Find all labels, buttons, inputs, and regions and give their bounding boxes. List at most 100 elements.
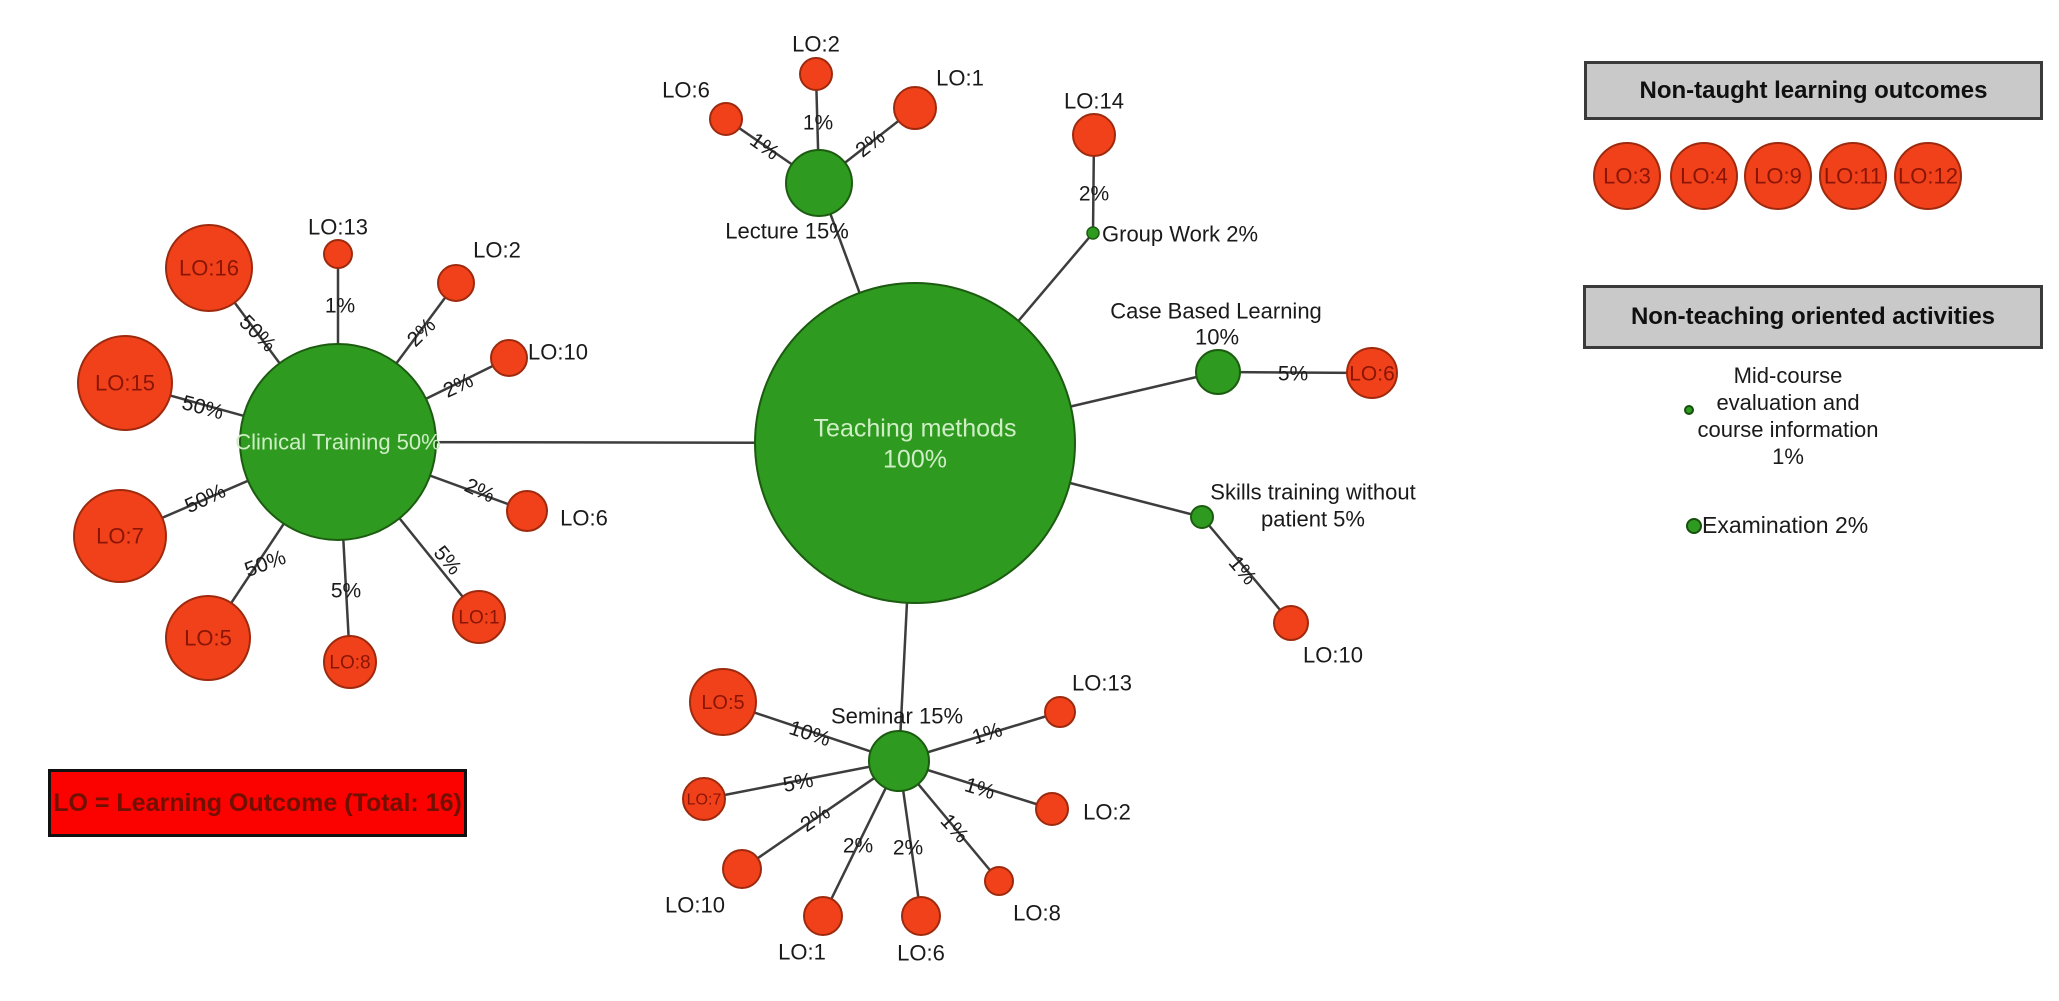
node-label-nt-lo11: LO:11 (1824, 164, 1882, 189)
node-sem-lo10 (722, 849, 762, 889)
node-label-ct-lo8: LO:8 (329, 653, 370, 674)
lo-legend: LO = Learning Outcome (Total: 16) (48, 769, 467, 837)
examination-label: Examination 2% (1702, 512, 1869, 538)
edge-label: 50% (181, 479, 229, 518)
node-sem-lo5 (689, 668, 757, 736)
non-taught-header: Non-taught learning outcomes (1584, 61, 2043, 120)
node-gw-lo14 (1072, 113, 1116, 157)
node-label-clinical-training: Clinical Training 50% (235, 430, 440, 455)
edge-label: 2% (1079, 182, 1109, 205)
clinical-lo6-label: LO:6 (560, 506, 608, 531)
node-nt-lo3 (1593, 142, 1661, 210)
node-lecture (785, 149, 853, 217)
seminar-lo10-label: LO:10 (665, 893, 725, 918)
mid-course-line: evaluation and (1716, 390, 1860, 415)
node-label-ct-lo7: LO:7 (96, 524, 144, 549)
edge-label: 10% (786, 716, 833, 751)
node-ct-lo5 (165, 595, 251, 681)
node-case-based-learning (1195, 349, 1241, 395)
node-lec-lo6 (709, 102, 743, 136)
mid-course-note: Mid-course evaluation and course informati… (1676, 362, 1900, 470)
edge-label: 1% (745, 129, 783, 165)
node-sem-lo1 (803, 896, 843, 936)
edge-label: 1% (325, 294, 355, 317)
skills-lo10-label: LO:10 (1303, 643, 1363, 668)
edge-label: 5% (781, 769, 815, 797)
node-skt-lo10 (1273, 605, 1309, 641)
lecture-lo1-label: LO:1 (936, 66, 984, 91)
node-teaching-methods (754, 282, 1076, 604)
groupwork-lo14-label: LO:14 (1064, 89, 1124, 114)
node-nt-lo9 (1744, 142, 1812, 210)
edge-label: 50% (242, 546, 289, 582)
edge-label: 1% (1224, 552, 1261, 590)
examination-note: Examination 2% (1686, 512, 1868, 539)
clinical-lo2-label: LO:2 (473, 238, 521, 263)
case-based-pct: 10% (1195, 325, 1239, 350)
node-ct-lo16 (165, 224, 253, 312)
node-ct-lo10 (490, 339, 528, 377)
edge-label: 2% (843, 834, 873, 857)
mid-course-line: 1% (1772, 444, 1804, 469)
seminar-title: Seminar 15% (831, 704, 963, 729)
node-lec-lo1 (893, 86, 937, 130)
clinical-lo13-label: LO:13 (308, 215, 368, 240)
edge-label: 50% (234, 311, 280, 357)
node-label-ct-lo1: LO:1 (458, 608, 499, 629)
node-label-teaching-methods: 100% (883, 445, 947, 473)
examination-dot (1686, 517, 1702, 534)
node-group-work (1086, 226, 1100, 240)
node-label-ct-lo15: LO:15 (95, 371, 155, 396)
edge-label: 1% (803, 111, 833, 134)
node-nt-lo12 (1894, 142, 1962, 210)
node-ct-lo2 (437, 264, 475, 302)
non-teaching-header: Non-teaching oriented activities (1583, 285, 2043, 349)
node-label-ct-lo16: LO:16 (179, 256, 239, 281)
edge-label: 2% (461, 474, 498, 508)
case-based-title: Case Based Learning (1110, 299, 1322, 324)
node-lec-lo2 (799, 57, 833, 91)
lecture-lo2-label: LO:2 (792, 32, 840, 57)
lecture-title: Lecture 15% (725, 219, 849, 244)
edge-label: 5% (331, 579, 361, 602)
edge-label: 1% (969, 718, 1005, 749)
edge-skills-training-skt-lo10 (1201, 516, 1292, 624)
node-label-teaching-methods: Teaching methods (814, 414, 1017, 442)
node-nt-lo4 (1670, 142, 1738, 210)
edge-seminar-sem-lo10 (741, 759, 900, 871)
node-label-nt-lo3: LO:3 (1603, 164, 1651, 189)
node-ct-lo1 (452, 590, 506, 644)
node-sem-lo7 (682, 777, 726, 821)
node-label-sem-lo5: LO:5 (701, 692, 744, 714)
node-label-nt-lo4: LO:4 (1680, 164, 1728, 189)
mid-course-text: Mid-course evaluation and course informati… (1676, 362, 1900, 470)
node-sem-lo6 (901, 896, 941, 936)
node-ct-lo8 (323, 635, 377, 689)
node-nt-lo11 (1819, 142, 1887, 210)
edge-label: 1% (962, 773, 998, 804)
node-ct-lo6 (506, 490, 548, 532)
edge-label: 2% (796, 801, 834, 837)
node-clinical-training (239, 343, 437, 541)
node-sem-lo8 (984, 866, 1014, 896)
mid-course-line: Mid-course (1733, 363, 1843, 388)
node-label-ct-lo5: LO:5 (184, 626, 232, 651)
node-ct-lo15 (77, 335, 173, 431)
edge-label: 5% (1278, 362, 1308, 385)
groupwork-title: Group Work 2% (1102, 222, 1258, 247)
edge-label: 5% (429, 542, 466, 580)
node-sem-lo13 (1044, 696, 1076, 728)
node-label-sem-lo7: LO:7 (687, 792, 722, 809)
mid-course-line: course information (1697, 417, 1879, 442)
edge-label: 2% (893, 836, 923, 859)
seminar-lo6-label: LO:6 (897, 941, 945, 966)
edge-label: 50% (180, 391, 227, 424)
seminar-lo8-label: LO:8 (1013, 901, 1061, 926)
skills-title-line2: patient 5% (1261, 507, 1365, 532)
node-skills-training (1190, 505, 1214, 529)
node-ct-lo7 (73, 489, 167, 583)
seminar-lo2-label: LO:2 (1083, 800, 1131, 825)
skills-title-line1: Skills training without (1210, 480, 1415, 505)
node-seminar (868, 730, 930, 792)
